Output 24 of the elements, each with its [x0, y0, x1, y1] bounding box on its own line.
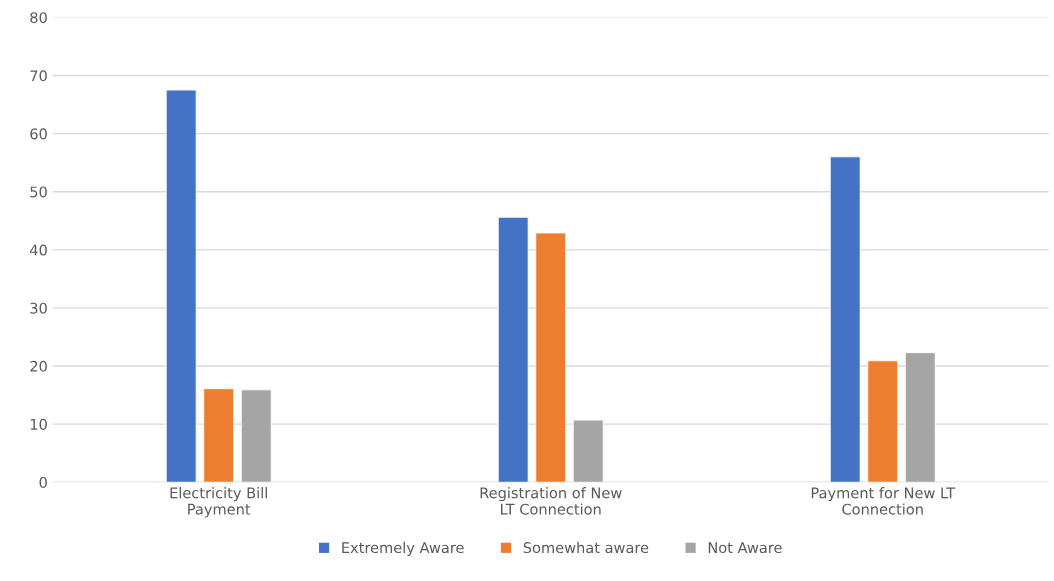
bar	[240, 389, 272, 483]
bar	[829, 156, 861, 483]
bar	[572, 419, 604, 483]
legend-label: Not Aware	[708, 542, 782, 554]
y-tick-label: 50	[30, 186, 47, 198]
legend-label: Somewhat aware	[523, 541, 649, 554]
x-tick-label: Payment for New LT Connection	[811, 487, 956, 515]
x-tick-label: Electricity Bill Payment	[170, 487, 267, 518]
legend-label: Extremely Aware	[342, 541, 464, 556]
bar	[203, 388, 235, 483]
x-tick-label: Registration of New LT Connection	[480, 487, 622, 515]
y-tick-label: 20	[30, 360, 47, 372]
bar	[535, 232, 567, 483]
bar	[904, 352, 936, 483]
y-tick-label: 30	[30, 302, 47, 314]
y-tick-label: 80	[30, 12, 47, 24]
y-tick-label: 0	[39, 476, 47, 488]
y-tick-label: 40	[29, 244, 47, 256]
y-tick-label: 70	[30, 70, 47, 82]
y-tick-label: 10	[30, 418, 47, 430]
bar	[497, 216, 529, 483]
bar	[867, 360, 899, 483]
y-tick-label: 60	[30, 128, 47, 140]
bar	[165, 89, 197, 483]
